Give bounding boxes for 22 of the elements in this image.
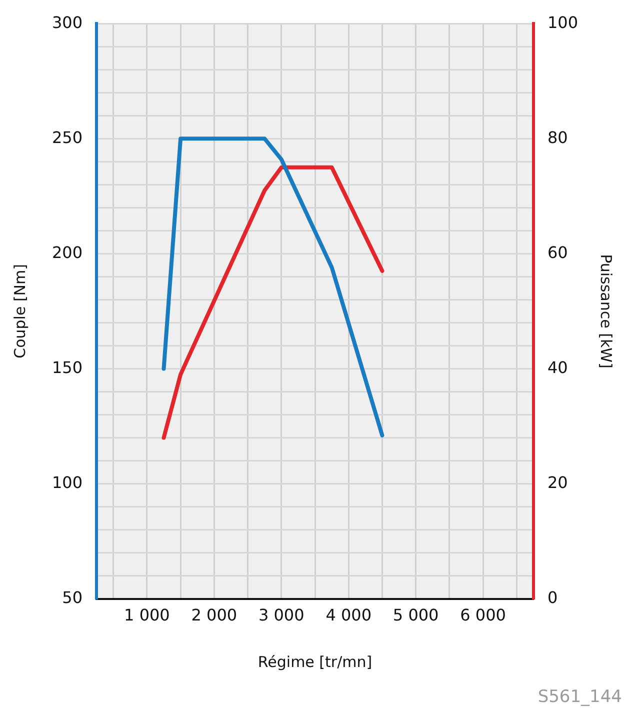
x-tick-label: 6 000: [460, 606, 506, 625]
y2-axis-title: Puissance [kW]: [597, 254, 616, 368]
y-tick-label: 250: [52, 128, 83, 147]
y2-tick-label: 40: [547, 358, 568, 377]
y-tick-label: 50: [62, 588, 83, 607]
x-tick-label: 5 000: [392, 606, 439, 625]
y-tick-label: 300: [52, 12, 83, 32]
text: S561_144: [538, 686, 622, 707]
x-tick-label: 3 000: [258, 606, 304, 625]
y-tick-label: 100: [52, 472, 83, 492]
y2-tick-label: 80: [547, 128, 568, 147]
y2-tick-label: 60: [547, 242, 568, 262]
x-tick-label: 2 000: [191, 606, 238, 625]
y-tick-label: 150: [52, 358, 83, 377]
y2-tick-label: 20: [547, 472, 568, 492]
y2-tick-label: 100: [547, 12, 578, 32]
x-tick-label: 1 000: [124, 606, 170, 625]
y-tick-label: 200: [52, 242, 83, 262]
y2-tick-label: 0: [547, 588, 558, 607]
x-axis-title: Régime [tr/mn]: [258, 652, 372, 671]
x-tick-label: 4 000: [326, 606, 372, 625]
y-axis-title: Couple [Nm]: [10, 264, 29, 358]
